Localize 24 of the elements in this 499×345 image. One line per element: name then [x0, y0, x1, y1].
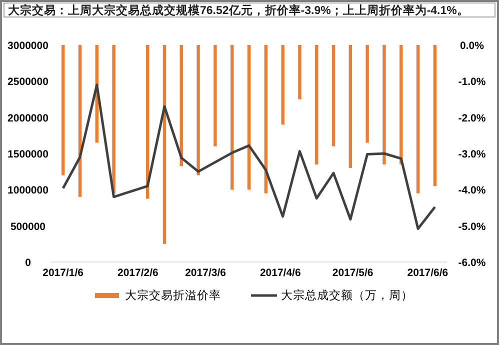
y2-tick-label: -1.0%: [458, 76, 486, 88]
x-tick-label: 2017/6/6: [407, 267, 448, 279]
y-tick-label: 500000: [10, 220, 46, 233]
y2-tick-label: -2.0%: [458, 112, 486, 124]
y-tick-label: 1000000: [8, 184, 49, 197]
y2-tick-label: 0.0%: [460, 40, 485, 52]
x-tick-label: 2017/1/6: [42, 267, 84, 279]
x-tick-label: 2017/4/6: [260, 267, 301, 279]
legend-label: 大宗交易折溢价率: [125, 288, 221, 302]
y-tick-label: 2000000: [8, 112, 49, 124]
y-tick-label: 3000000: [8, 40, 49, 52]
x-tick-label: 2017/3/6: [185, 267, 226, 279]
x-tick-label: 2017/2/6: [117, 267, 159, 279]
y2-tick-label: -3.0%: [458, 148, 486, 160]
y2-tick-label: -4.0%: [458, 184, 486, 197]
x-tick-label: 2017/5/6: [332, 267, 374, 279]
y-tick-label: 1500000: [8, 148, 49, 160]
legend-label: 大宗总成交额（万，周）: [281, 288, 413, 302]
y-tick-label: 2500000: [8, 76, 49, 88]
line-series: [62, 84, 436, 230]
y2-tick-label: -5.0%: [458, 220, 486, 233]
chart-title: 大宗交易：上周大宗交易总成交规模76.52亿元，折价率-3.9%；上上周折价率为-4.1%。: [8, 3, 469, 17]
y-tick-label: 0: [25, 257, 32, 269]
y2-tick-label: -6.0%: [458, 257, 486, 269]
